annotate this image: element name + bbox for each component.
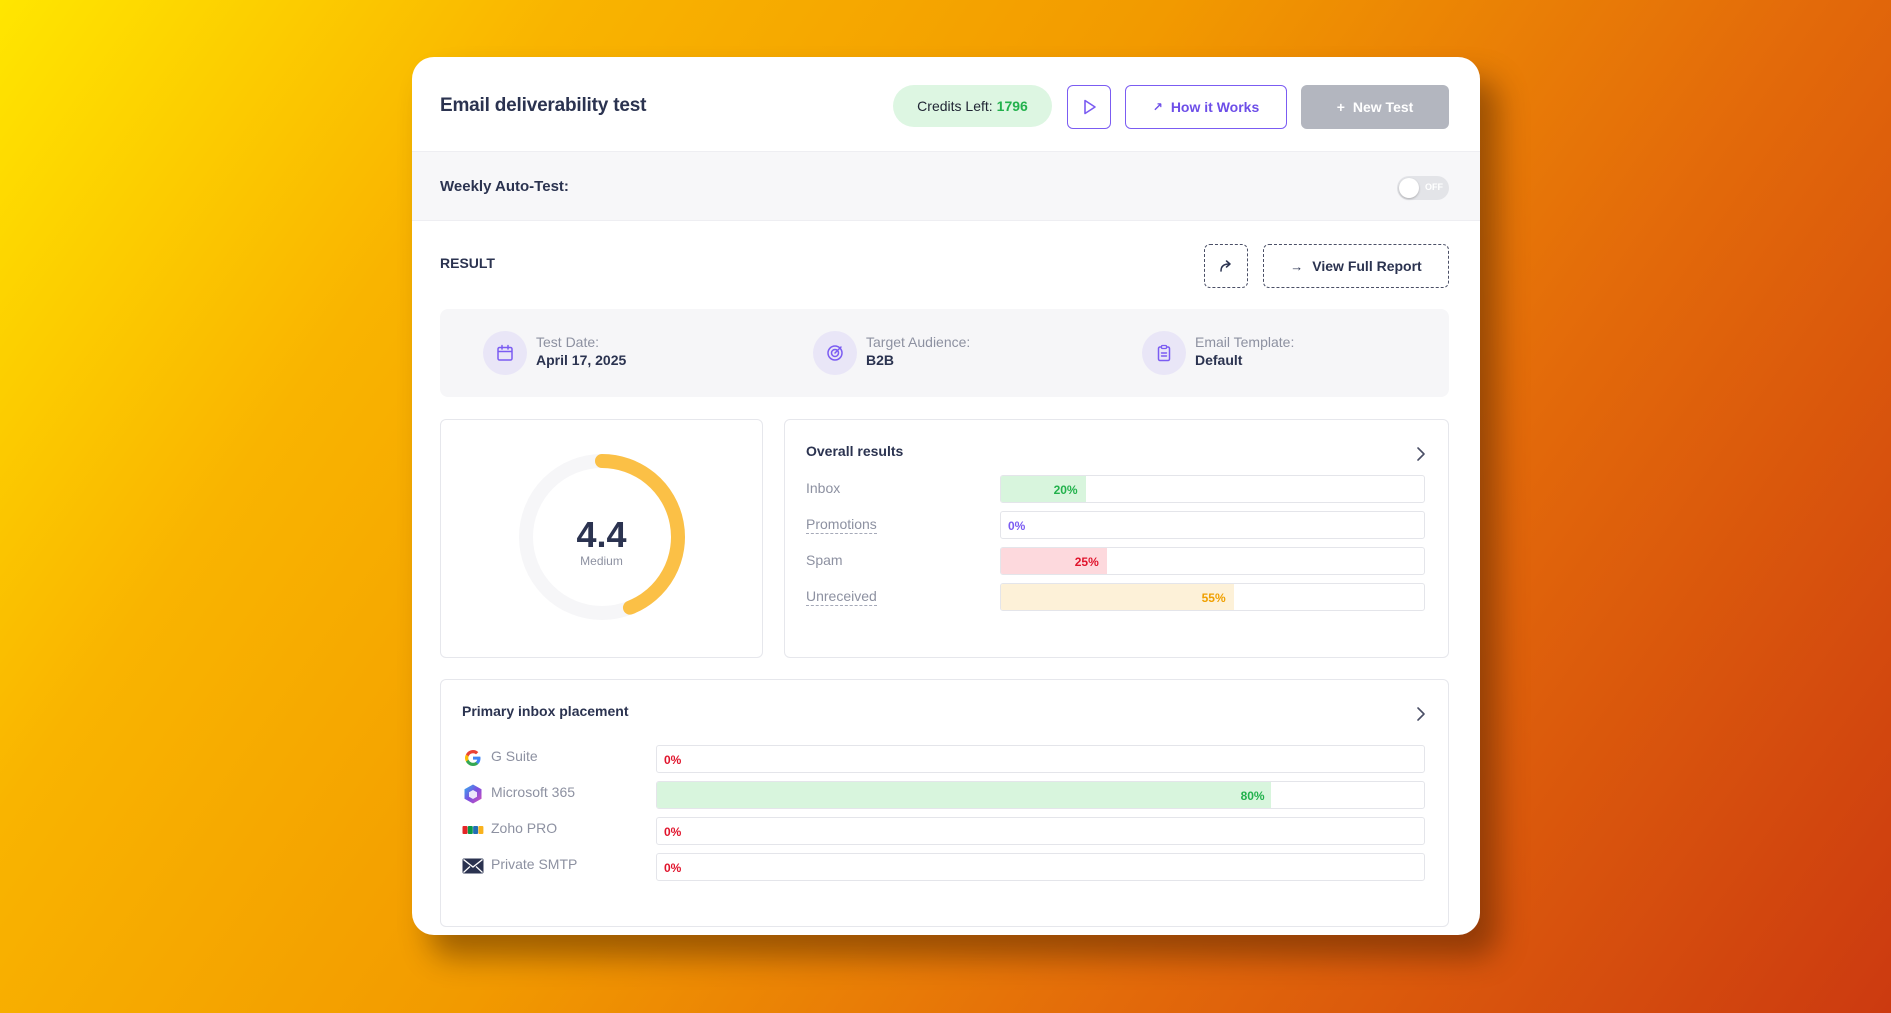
score-value: 4.4 [576, 514, 627, 555]
score-gauge [519, 454, 685, 620]
primary-inbox-placement-panel: Primary inbox placement G Suite 0% Microso… [440, 679, 1449, 927]
overall-row-bar-fill [1001, 584, 1234, 610]
placement-row-label: Microsoft 365 [491, 784, 576, 800]
play-icon [1084, 99, 1096, 115]
overall-row-label: Inbox [806, 480, 841, 496]
credits-value: 1796 [996, 98, 1028, 114]
email-template-value: Default [1195, 352, 1243, 368]
weekly-auto-test-label: Weekly Auto-Test: [440, 178, 569, 195]
placement-row-value: 0% [664, 861, 682, 875]
credits-badge: Credits Left: 1796 [893, 85, 1052, 127]
new-test-label: New Test [1352, 99, 1414, 115]
test-date-value: April 17, 2025 [536, 352, 627, 368]
envelope-icon [462, 855, 484, 877]
how-it-works-button[interactable]: ↗ How it Works [1125, 85, 1287, 129]
overall-results-title: Overall results [806, 443, 904, 459]
overall-row-value: 55% [1201, 591, 1226, 605]
clipboard-icon [1142, 331, 1186, 375]
placement-row-bar: 0% [656, 853, 1425, 881]
calendar-icon [483, 331, 527, 375]
page-title: Email deliverability test [440, 95, 647, 116]
overall-row-label: Spam [806, 552, 843, 568]
overall-row-value: 20% [1053, 483, 1078, 497]
zoho-icon [462, 819, 484, 841]
placement-row-label: G Suite [491, 748, 538, 764]
score-rating: Medium [580, 554, 623, 568]
overall-row-label[interactable]: Promotions [806, 516, 877, 534]
weekly-auto-test-row: Weekly Auto-Test: OFF [412, 151, 1480, 221]
test-info-strip: Test Date: April 17, 2025 Target Audienc… [440, 309, 1449, 397]
plus-icon: + [1336, 99, 1345, 115]
overall-row-bar-fill [1001, 548, 1107, 574]
chevron-right-icon[interactable] [1416, 446, 1426, 462]
new-test-button[interactable]: + New Test [1301, 85, 1449, 129]
view-full-report-button[interactable]: → View Full Report [1263, 244, 1449, 288]
placement-row-value: 0% [664, 825, 682, 839]
overall-row-value: 25% [1074, 555, 1099, 569]
overall-row-bar: 25% [1000, 547, 1425, 575]
arrow-right-icon: → [1290, 258, 1304, 274]
placement-row-value: 0% [664, 753, 682, 767]
primary-inbox-placement-title: Primary inbox placement [462, 703, 629, 719]
credits-label: Credits Left: [917, 98, 993, 114]
placement-row-bar: 0% [656, 817, 1425, 845]
test-date-label: Test Date: [536, 334, 600, 350]
how-it-works-label: How it Works [1170, 99, 1260, 115]
toggle-state-text: OFF [1425, 182, 1443, 192]
deliverability-card: Email deliverability test Credits Left: … [412, 57, 1480, 935]
target-audience-label: Target Audience: [866, 334, 971, 350]
header: Email deliverability test Credits Left: … [412, 57, 1480, 151]
result-heading: RESULT [440, 255, 495, 271]
chevron-right-icon[interactable] [1416, 706, 1426, 722]
email-template-label: Email Template: [1195, 334, 1295, 350]
placement-row-value: 80% [1240, 789, 1265, 803]
weekly-auto-test-toggle[interactable]: OFF [1397, 176, 1449, 200]
target-audience-value: B2B [866, 352, 895, 368]
placement-row-bar-fill [657, 782, 1271, 808]
placement-row-bar: 0% [656, 745, 1425, 773]
placement-row-label: Zoho PRO [491, 820, 558, 836]
placement-row-bar: 80% [656, 781, 1425, 809]
score-panel: 4.4 Medium [440, 419, 763, 658]
toggle-knob [1399, 178, 1419, 198]
target-icon [813, 331, 857, 375]
score-gauge-arc [595, 454, 685, 615]
overall-results-panel: Overall results Inbox 20% Promotions 0% Spam… [784, 419, 1449, 658]
share-icon [1220, 260, 1231, 272]
overall-row-value: 0% [1008, 519, 1026, 533]
share-button[interactable] [1204, 244, 1248, 288]
play-video-button[interactable] [1067, 85, 1111, 129]
microsoft-365-icon [462, 783, 484, 805]
overall-row-bar: 20% [1000, 475, 1425, 503]
overall-row-bar: 55% [1000, 583, 1425, 611]
view-full-report-label: View Full Report [1312, 258, 1422, 274]
placement-row-label: Private SMTP [491, 856, 578, 872]
overall-row-bar-fill [1001, 476, 1086, 502]
overall-row-bar: 0% [1000, 511, 1425, 539]
google-icon [462, 747, 484, 769]
arrow-up-right-icon: ↗ [1152, 100, 1163, 114]
overall-row-label[interactable]: Unreceived [806, 588, 877, 606]
